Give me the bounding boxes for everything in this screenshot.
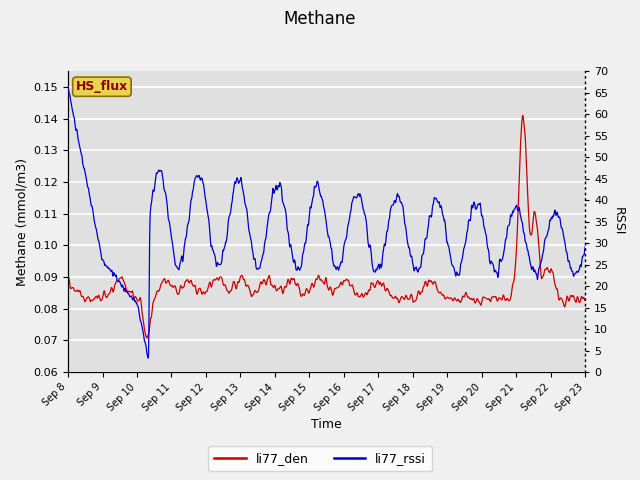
Y-axis label: Methane (mmol/m3): Methane (mmol/m3) bbox=[15, 157, 28, 286]
Legend: li77_den, li77_rssi: li77_den, li77_rssi bbox=[208, 446, 432, 471]
Text: HS_flux: HS_flux bbox=[76, 80, 128, 93]
Text: Methane: Methane bbox=[284, 10, 356, 28]
X-axis label: Time: Time bbox=[311, 419, 342, 432]
Y-axis label: RSSI: RSSI bbox=[612, 207, 625, 236]
